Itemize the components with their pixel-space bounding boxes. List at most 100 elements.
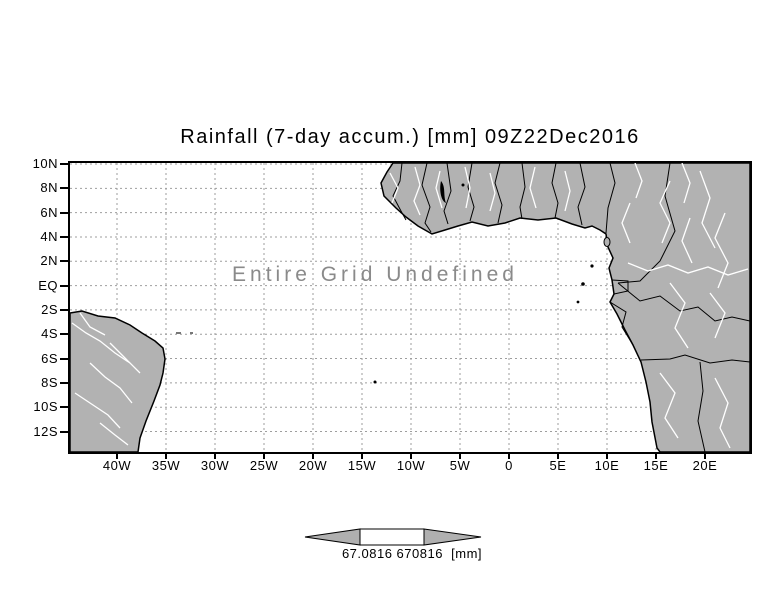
river — [699, 170, 716, 249]
lat-tick-mark — [60, 308, 68, 311]
lake-volta — [440, 181, 446, 203]
lat-tick-mark — [60, 284, 68, 287]
country-border — [551, 163, 559, 219]
lon-tick-label: 30W — [200, 458, 230, 473]
country-border — [617, 282, 750, 322]
lat-tick-mark — [60, 235, 68, 238]
lon-tick-mark — [165, 454, 167, 459]
grid-undefined-message: Entire Grid Undefined — [232, 263, 518, 286]
colorbar — [304, 528, 482, 546]
lon-tick-label: 15W — [347, 458, 377, 473]
river — [564, 170, 571, 212]
river — [714, 377, 731, 449]
atoll-rocks-island — [190, 332, 193, 334]
sao-tome-island — [581, 282, 585, 286]
country-border — [421, 163, 432, 233]
river — [681, 163, 691, 204]
lat-tick-label: 10S — [33, 399, 58, 415]
lat-tick-label: 2N — [40, 253, 58, 269]
colorbar-right-arrow — [423, 528, 482, 546]
lat-tick-label: 8S — [41, 374, 58, 390]
river — [74, 392, 121, 429]
lon-tick-label: 20W — [298, 458, 328, 473]
country-border — [443, 163, 452, 225]
river — [659, 372, 679, 439]
lat-tick-mark — [60, 430, 68, 433]
lon-tick-label: 5E — [549, 458, 567, 473]
lat-tick-mark — [60, 163, 68, 165]
river — [529, 166, 537, 209]
river — [389, 172, 399, 204]
lon-tick-mark — [312, 454, 314, 459]
plot-title: Rainfall (7-day accum.) [mm] 09Z22Dec201… — [180, 126, 640, 148]
lon-tick-label: 35W — [151, 458, 181, 473]
river — [669, 282, 689, 349]
map-plot-area: Entire Grid Undefined — [68, 161, 752, 454]
river — [489, 172, 496, 212]
small-lake — [461, 183, 465, 187]
country-border — [494, 163, 503, 224]
lat-tick-label: 12S — [33, 423, 58, 439]
colorbar-label: 67.0816 670816 [mm] — [341, 546, 483, 561]
country-border — [605, 163, 616, 234]
colorbar-left-arrow — [304, 528, 361, 546]
country-border — [392, 163, 407, 221]
country-border — [519, 163, 526, 220]
river — [659, 180, 671, 244]
lon-tick-label: 25W — [249, 458, 279, 473]
river — [714, 212, 729, 289]
country-border — [640, 354, 750, 364]
lon-tick-label: 10W — [396, 458, 426, 473]
lat-tick-label: EQ — [38, 277, 58, 293]
lon-tick-label: 20E — [692, 458, 718, 473]
principe-island — [590, 264, 594, 268]
country-border — [697, 361, 706, 452]
lat-tick-label: 10N — [32, 156, 58, 171]
ascension-island — [373, 380, 377, 384]
river — [621, 202, 631, 244]
lon-tick-mark — [263, 454, 265, 459]
brazil-landmass — [70, 310, 166, 452]
river — [634, 163, 643, 199]
lon-tick-mark — [508, 454, 510, 459]
lon-tick-mark — [655, 454, 657, 459]
lat-tick-mark — [60, 260, 68, 263]
lon-tick-mark — [116, 454, 118, 459]
lon-tick-label: 5W — [449, 458, 471, 473]
lon-tick-mark — [704, 454, 706, 459]
river — [89, 362, 133, 404]
river — [435, 170, 443, 209]
bioko-island — [603, 237, 611, 247]
lon-tick-label: 40W — [102, 458, 132, 473]
lon-tick-mark — [361, 454, 363, 459]
lat-tick-mark — [60, 211, 68, 214]
lon-tick-mark — [214, 454, 216, 459]
lon-tick-mark — [459, 454, 461, 459]
lat-tick-label: 6S — [41, 350, 58, 366]
africa-landmass — [380, 163, 750, 452]
river — [79, 312, 106, 336]
river — [464, 166, 471, 209]
lat-tick-mark — [60, 381, 68, 384]
lon-tick-label: 10E — [594, 458, 620, 473]
lon-tick-mark — [410, 454, 412, 459]
river — [681, 217, 693, 264]
lat-tick-mark — [60, 333, 68, 336]
lat-tick-mark — [60, 357, 68, 360]
lat-tick-mark — [60, 406, 68, 409]
country-border — [609, 301, 634, 346]
river — [71, 322, 131, 364]
lat-tick-mark — [60, 187, 68, 190]
river — [99, 422, 129, 446]
lon-tick-label: 15E — [643, 458, 669, 473]
country-border — [611, 279, 629, 295]
country-border — [467, 163, 475, 222]
lat-tick-label: 6N — [40, 204, 58, 220]
lon-tick-mark — [557, 454, 559, 459]
river — [709, 292, 726, 339]
lat-tick-label: 8N — [40, 180, 58, 196]
country-border — [577, 163, 586, 226]
africa-atlantic-map — [70, 163, 750, 452]
lat-tick-label: 4N — [40, 228, 58, 244]
